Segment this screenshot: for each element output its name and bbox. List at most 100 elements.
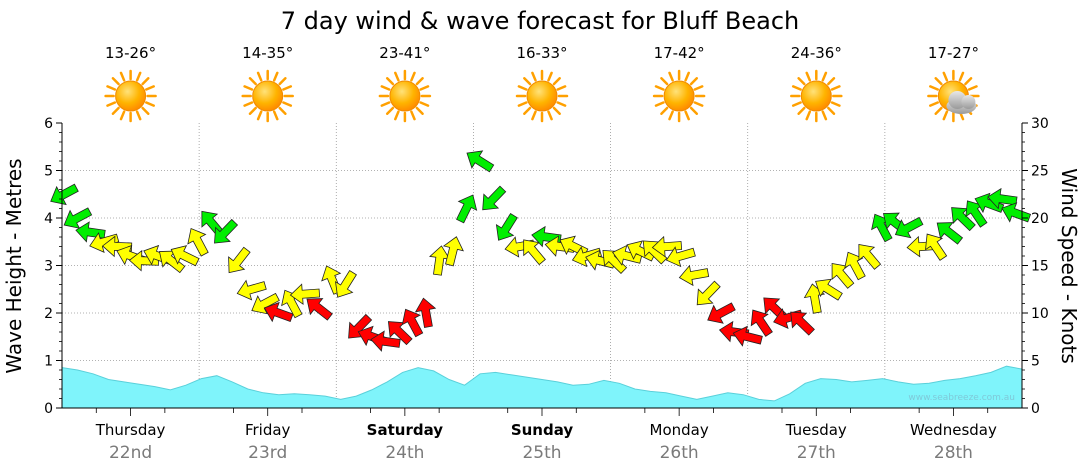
wind-arrow: [482, 185, 507, 211]
sun-ray: [547, 110, 553, 121]
wind-arrow: [187, 228, 209, 257]
sun-ray: [684, 110, 690, 121]
sun-ray: [689, 106, 699, 115]
chart-title: 7 day wind & wave forecast for Bluff Bea…: [281, 7, 799, 35]
sun-ray: [929, 85, 939, 91]
sun-cloud-icon: [927, 69, 980, 123]
day-label: Wednesday: [910, 421, 997, 439]
wind-arrow: [495, 212, 518, 241]
sun-ray: [797, 106, 806, 115]
sun-ray: [394, 110, 400, 121]
wind-arrow: [263, 301, 294, 323]
sun-ray: [410, 71, 416, 82]
sun-ray: [135, 71, 142, 82]
sun-ray: [827, 106, 836, 115]
y-tick-label-right: 10: [1031, 306, 1049, 322]
sun-ray: [805, 110, 812, 121]
wind-arrow: [50, 183, 79, 206]
y-axis-title-left: Wave Height - Metres: [2, 158, 26, 373]
wind-arrow: [370, 330, 401, 352]
wind-arrow: [456, 194, 478, 224]
y-tick-label-left: 0: [44, 401, 53, 417]
wind-arrow: [228, 246, 251, 274]
cloud-part: [961, 95, 976, 109]
sun-disc: [252, 80, 284, 112]
sun-ray: [827, 77, 836, 86]
date-label: 25th: [522, 443, 561, 463]
sun-ray: [693, 101, 704, 107]
wind-series: [50, 150, 1032, 352]
wind-arrow: [815, 278, 843, 301]
sun-ray: [934, 77, 943, 86]
wind-arrow: [387, 321, 413, 346]
wind-arrow: [665, 246, 696, 268]
wind-arrow: [696, 280, 721, 306]
sun-ray: [830, 101, 841, 107]
sun-ray: [552, 106, 561, 115]
sun-ray: [243, 85, 254, 91]
wind-arrow: [158, 250, 186, 274]
sun-ray: [282, 101, 293, 107]
sun-ray: [145, 85, 155, 91]
wind-arrow: [1001, 202, 1032, 223]
sun-ray: [821, 110, 828, 121]
wind-arrow: [101, 235, 133, 258]
cloud-shape: [946, 91, 977, 114]
day-label: Thursday: [95, 421, 166, 439]
sun-ray: [660, 77, 669, 86]
temperature-label: 17-42°: [654, 44, 705, 62]
y-tick-label-left: 4: [44, 211, 53, 227]
wind-arrow: [414, 297, 437, 328]
wind-arrow: [925, 233, 948, 261]
y-tick-label-right: 5: [1031, 354, 1040, 370]
y-tick-label-right: 20: [1031, 211, 1049, 227]
sun-ray: [556, 85, 567, 91]
wind-arrow: [63, 207, 93, 229]
y-tick-label-right: 30: [1031, 116, 1049, 132]
sun-ray: [531, 71, 537, 82]
sun-ray: [791, 85, 802, 91]
wind-arrow: [214, 218, 239, 244]
sun-ray: [111, 106, 120, 115]
sun-ray: [282, 85, 293, 91]
y-tick-label-left: 5: [44, 164, 53, 180]
day-label: Tuesday: [785, 421, 847, 439]
wind-arrow: [89, 232, 120, 253]
sun-ray: [934, 106, 943, 115]
sun-ray: [654, 85, 665, 91]
date-label: 24th: [385, 443, 424, 463]
sun-disc: [800, 80, 832, 112]
sun-ray: [243, 101, 254, 107]
sun-ray: [256, 71, 263, 82]
date-label: 22nd: [109, 443, 152, 463]
wind-arrow: [936, 222, 964, 245]
sun-ray: [394, 71, 400, 82]
chart-grid: [62, 123, 1022, 408]
wind-arrow: [236, 279, 267, 301]
sun-ray: [805, 71, 812, 82]
wind-arrow: [894, 216, 924, 239]
sun-ray: [523, 77, 532, 86]
sun-ray: [689, 77, 699, 86]
wave-series: [61, 365, 1023, 409]
temperature-label: 14-35°: [242, 44, 293, 62]
wind-arrow: [466, 150, 495, 173]
day-label: Sunday: [511, 421, 574, 439]
sun-ray: [668, 110, 674, 121]
day-label: Monday: [650, 421, 709, 439]
sun-ray: [415, 106, 424, 115]
sun-icon: [104, 69, 157, 123]
sun-ray: [380, 85, 391, 91]
wind-arrow: [523, 239, 546, 266]
sun-disc: [389, 80, 421, 112]
wind-arrow: [289, 283, 321, 306]
wind-arrow: [750, 309, 773, 337]
temperature-label: 17-27°: [928, 44, 979, 62]
sun-disc: [663, 80, 695, 112]
y-tick-label-left: 2: [44, 306, 53, 322]
sun-ray: [791, 101, 802, 107]
wind-arrow: [831, 263, 855, 289]
sun-ray: [531, 110, 537, 121]
wind-arrow: [965, 200, 988, 228]
